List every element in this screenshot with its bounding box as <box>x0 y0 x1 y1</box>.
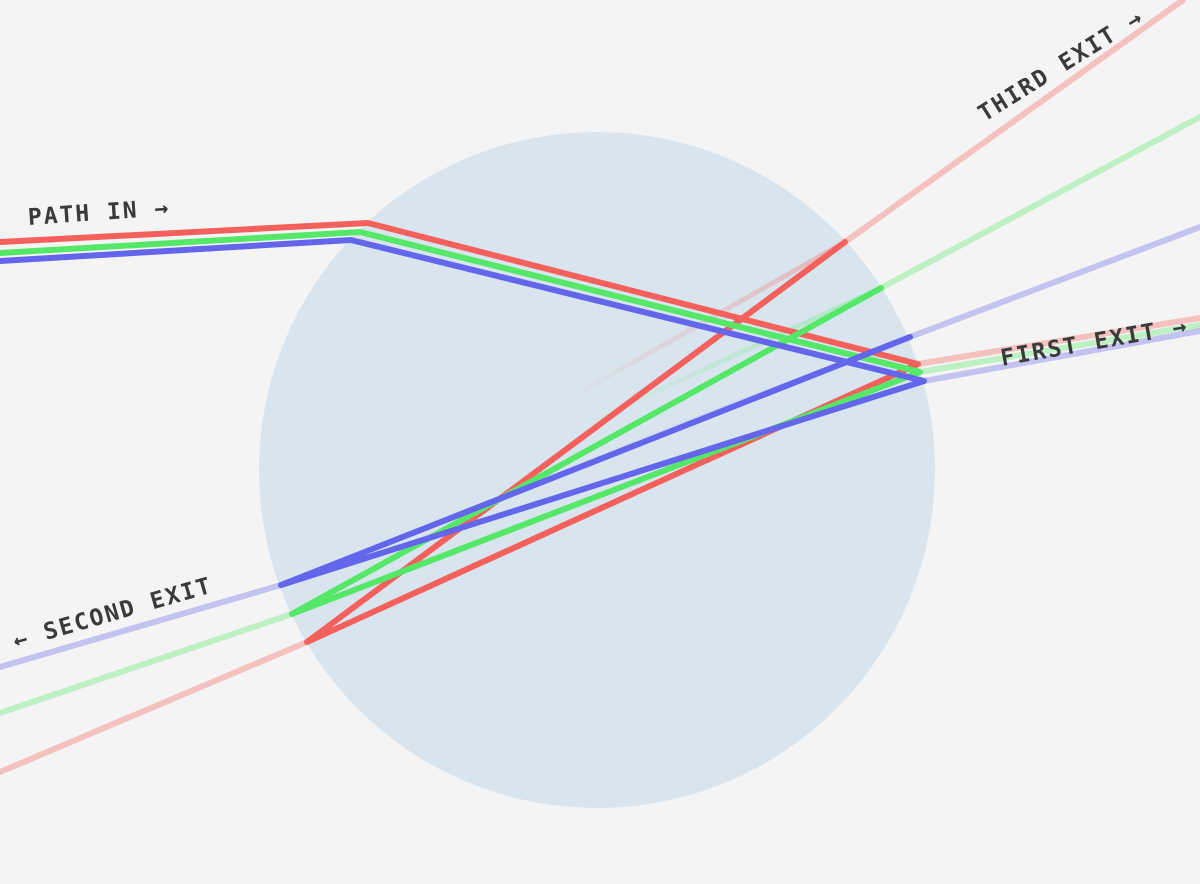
second-exit-ray-green <box>0 611 295 716</box>
first-exit-ray-green <box>917 322 1200 375</box>
third-exit-ray-blue <box>907 224 1200 340</box>
second-exit-ray-blue <box>0 582 284 670</box>
first-exit-ray-blue <box>921 328 1200 384</box>
third-exit-ray-red <box>842 0 1186 245</box>
first-exit-ray-red <box>915 315 1200 367</box>
third-exit-ray-green <box>878 114 1200 291</box>
ray-blue-main-path <box>0 237 927 588</box>
second-exit-ray-red <box>0 639 310 775</box>
